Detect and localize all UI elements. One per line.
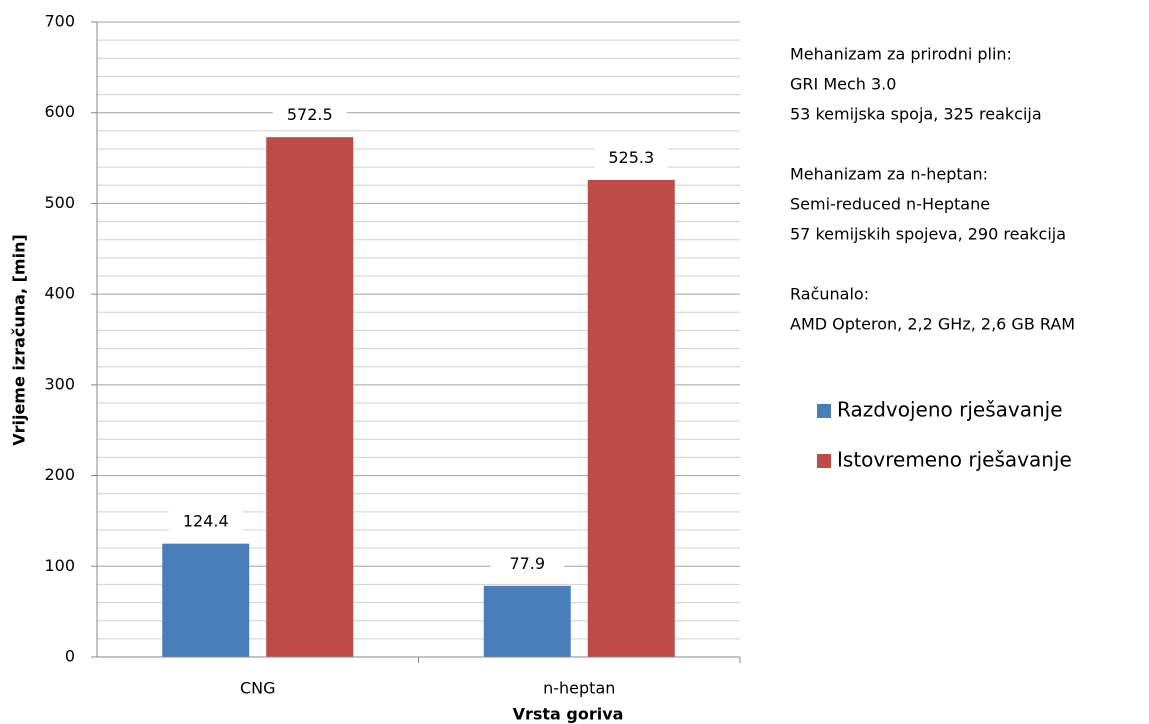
bar [587, 179, 675, 658]
x-tick-label: CNG [240, 679, 276, 698]
note: 53 kemijska spoja, 325 reakcija [790, 105, 1042, 124]
bar [162, 543, 250, 658]
value-label: 525.3 [608, 148, 654, 167]
note: GRI Mech 3.0 [790, 75, 896, 94]
value-label: 77.9 [509, 554, 545, 573]
legend-label: Istovremeno rješavanje [837, 448, 1072, 472]
value-label: 572.5 [287, 105, 333, 124]
y-tick-label: 600 [44, 102, 75, 121]
value-label-box [594, 144, 669, 171]
bar [266, 137, 354, 658]
note: Računalo: [790, 285, 869, 304]
y-tick-label: 300 [44, 374, 75, 393]
legend-swatch [817, 404, 831, 418]
y-tick-label: 500 [44, 193, 75, 212]
y-tick-label: 100 [44, 556, 75, 575]
y-tick-label: 400 [44, 284, 75, 303]
y-tick-label: 200 [44, 465, 75, 484]
value-label: 124.4 [183, 512, 229, 531]
y-axis-title: Vrijeme izračuna, [min] [10, 234, 29, 446]
note: AMD Opteron, 2,2 GHz, 2,6 GB RAM [790, 315, 1075, 334]
bar [483, 585, 571, 658]
value-label-box [490, 550, 565, 577]
x-axis-title: Vrsta goriva [513, 705, 624, 724]
note: Mehanizam za prirodni plin: [790, 45, 1012, 64]
value-label-box [272, 101, 347, 128]
legend-swatch [817, 454, 831, 468]
note: 57 kemijskih spojeva, 290 reakcija [790, 225, 1066, 244]
legend-label: Razdvojeno rješavanje [837, 398, 1063, 422]
note: Semi-reduced n-Heptane [790, 195, 990, 214]
value-label-box [168, 508, 243, 535]
y-tick-label: 0 [65, 647, 75, 666]
x-tick-label: n-heptan [543, 679, 615, 698]
y-tick-label: 700 [44, 12, 75, 31]
note: Mehanizam za n-heptan: [790, 165, 988, 184]
